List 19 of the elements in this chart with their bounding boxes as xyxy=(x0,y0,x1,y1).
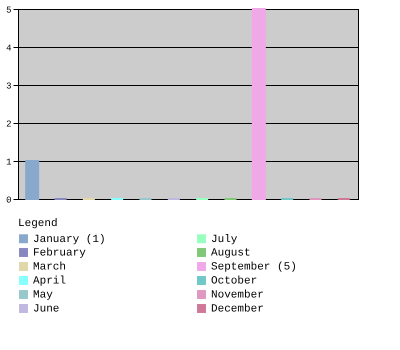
y-tick-label: 3 xyxy=(6,82,12,92)
legend-label: August xyxy=(211,248,251,260)
legend-label: May xyxy=(33,290,54,302)
legend-label: June xyxy=(33,304,60,316)
legend-label: January (1) xyxy=(33,234,106,246)
legend-label: July xyxy=(211,234,238,246)
legend-label: March xyxy=(33,262,66,274)
y-tick-label: 0 xyxy=(6,196,12,206)
legend-label: December xyxy=(211,304,264,316)
legend-label: September (5) xyxy=(211,262,297,274)
y-tick-label: 5 xyxy=(6,6,12,16)
legend-label: February xyxy=(33,248,86,260)
legend-label: November xyxy=(211,290,264,302)
y-tick-label: 2 xyxy=(6,120,12,130)
y-tick-label: 1 xyxy=(6,158,12,168)
y-tick-label: 4 xyxy=(6,44,12,54)
legend-label: October xyxy=(211,276,258,288)
legend-label: April xyxy=(33,276,66,288)
legend-title: Legend xyxy=(18,218,58,230)
